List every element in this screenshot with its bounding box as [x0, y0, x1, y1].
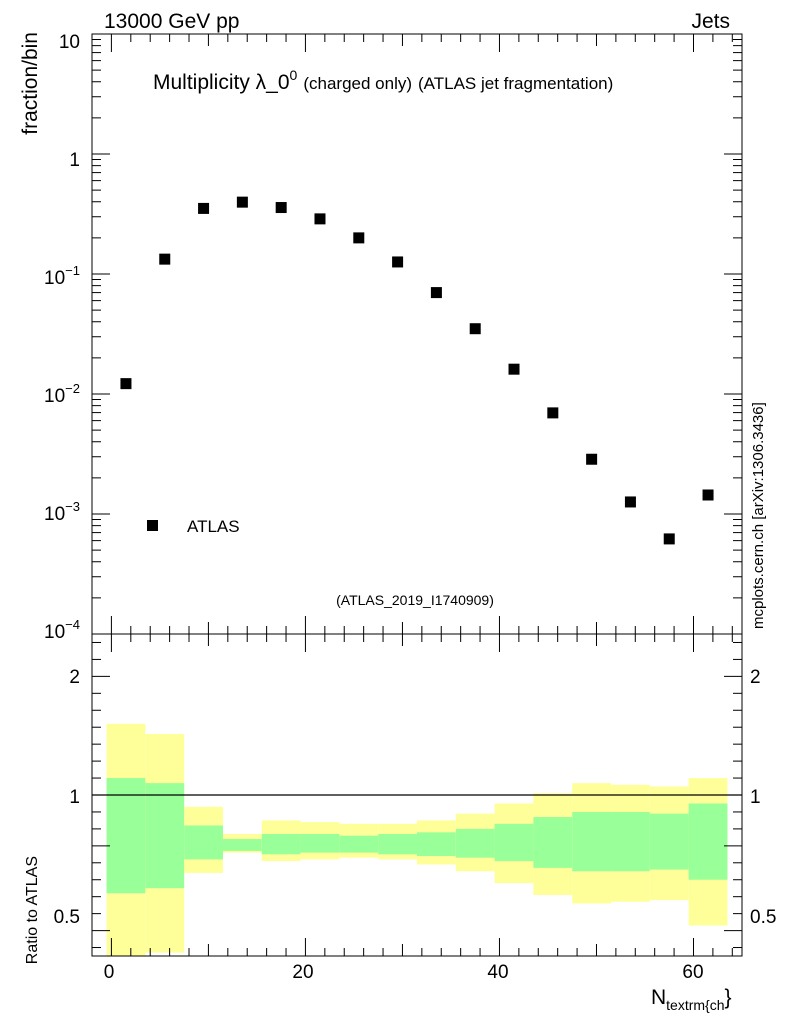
ratio-y-tick-right-1: 1 [750, 787, 761, 808]
ratio-inner-band [378, 833, 417, 855]
ratio-y-tick-left-1: 1 [69, 787, 80, 808]
ratio-inner-band [339, 835, 379, 853]
ratio-y-tick-right-05: 0.5 [750, 907, 776, 928]
plot-title-sup: 0 [290, 67, 298, 83]
main-y-label: fraction/bin [19, 32, 42, 135]
ratio-y-ticks [92, 641, 742, 949]
ratio-y-tick-left-05: 0.5 [54, 907, 80, 928]
main-y-tick-labels: 10 1 10−1 10−2 10−3 10−4 [44, 32, 80, 643]
x-tick-label-20: 20 [292, 962, 313, 983]
header-left: 13000 GeV pp [104, 10, 239, 33]
data-point [353, 232, 365, 244]
x-axis-label-sub: textrm{ch [666, 997, 724, 1013]
x-tick-label-0: 0 [104, 962, 115, 983]
ratio-inner-band [145, 783, 185, 889]
data-point [702, 489, 714, 501]
ratio-y-label: Ratio to ATLAS [24, 856, 41, 964]
y-tick-label-1e-4: 10−4 [44, 617, 80, 643]
ratio-inner-band [417, 832, 456, 857]
x-tick-label-60: 60 [682, 962, 703, 983]
data-point [624, 496, 636, 508]
data-point [586, 453, 598, 465]
data-point [198, 202, 210, 214]
data-point [159, 253, 171, 265]
legend-marker [147, 520, 158, 531]
ratio-inner-band [184, 825, 223, 860]
data-point [314, 213, 326, 225]
ratio-inner-band [106, 778, 146, 894]
y-tick-label-1: 1 [69, 150, 80, 171]
ratio-y-tick-labels-left: 2 1 0.5 [54, 667, 80, 928]
data-point [430, 287, 442, 299]
data-point [469, 323, 481, 335]
ratio-inner-band [649, 813, 689, 870]
analysis-id: (ATLAS_2019_I1740909) [336, 592, 494, 608]
side-label: mcplots.cern.ch [arXiv:1306.3436] [750, 402, 767, 629]
ratio-inner-band [455, 828, 495, 858]
x-tick-label-40: 40 [487, 962, 508, 983]
ratio-inner-band [688, 803, 728, 880]
data-point [663, 533, 675, 545]
ratio-y-tick-labels-right: 2 1 0.5 [750, 667, 776, 928]
data-point [392, 256, 404, 268]
ratio-inner-band [611, 811, 650, 872]
ratio-inner-band [494, 823, 534, 862]
data-point [236, 196, 248, 208]
plot-title: Multiplicity λ_00 (charged only) (ATLAS je… [153, 67, 613, 94]
ratio-y-tick-left-2: 2 [69, 667, 80, 688]
y-tick-label-1e-2: 10−2 [44, 381, 80, 407]
y-tick-label-10: 10 [59, 32, 80, 53]
data-point [508, 363, 520, 375]
y-tick-label-1e-3: 10−3 [44, 499, 80, 525]
data-point [275, 202, 287, 214]
ratio-inner-band [300, 833, 340, 853]
data-point [547, 407, 559, 419]
data-point [120, 378, 132, 390]
ratio-inner-band [533, 817, 573, 868]
ratio-bands [106, 723, 728, 956]
ratio-inner-band [261, 833, 301, 855]
x-tick-labels: 0 20 40 60 [104, 962, 704, 983]
legend: ATLAS [147, 517, 240, 536]
data-markers [120, 196, 714, 545]
plot-title-sub: (charged only) [303, 74, 412, 93]
header-right: Jets [691, 10, 730, 33]
main-x-ticks [110, 34, 733, 634]
y-tick-label-1e-1: 10−1 [44, 263, 80, 289]
x-axis-label: Ntextrm{ch} [651, 986, 732, 1013]
main-y-ticks [92, 33, 742, 635]
plot-title-main: Multiplicity λ_0 [153, 71, 290, 94]
ratio-inner-band [572, 811, 612, 872]
main-panel-frame [91, 33, 743, 635]
ratio-y-tick-right-2: 2 [750, 667, 761, 688]
ratio-inner-band [222, 839, 262, 851]
legend-label: ATLAS [187, 517, 240, 536]
ratio-x-ticks [110, 634, 733, 956]
plot-title-extra: (ATLAS jet fragmentation) [418, 74, 613, 93]
